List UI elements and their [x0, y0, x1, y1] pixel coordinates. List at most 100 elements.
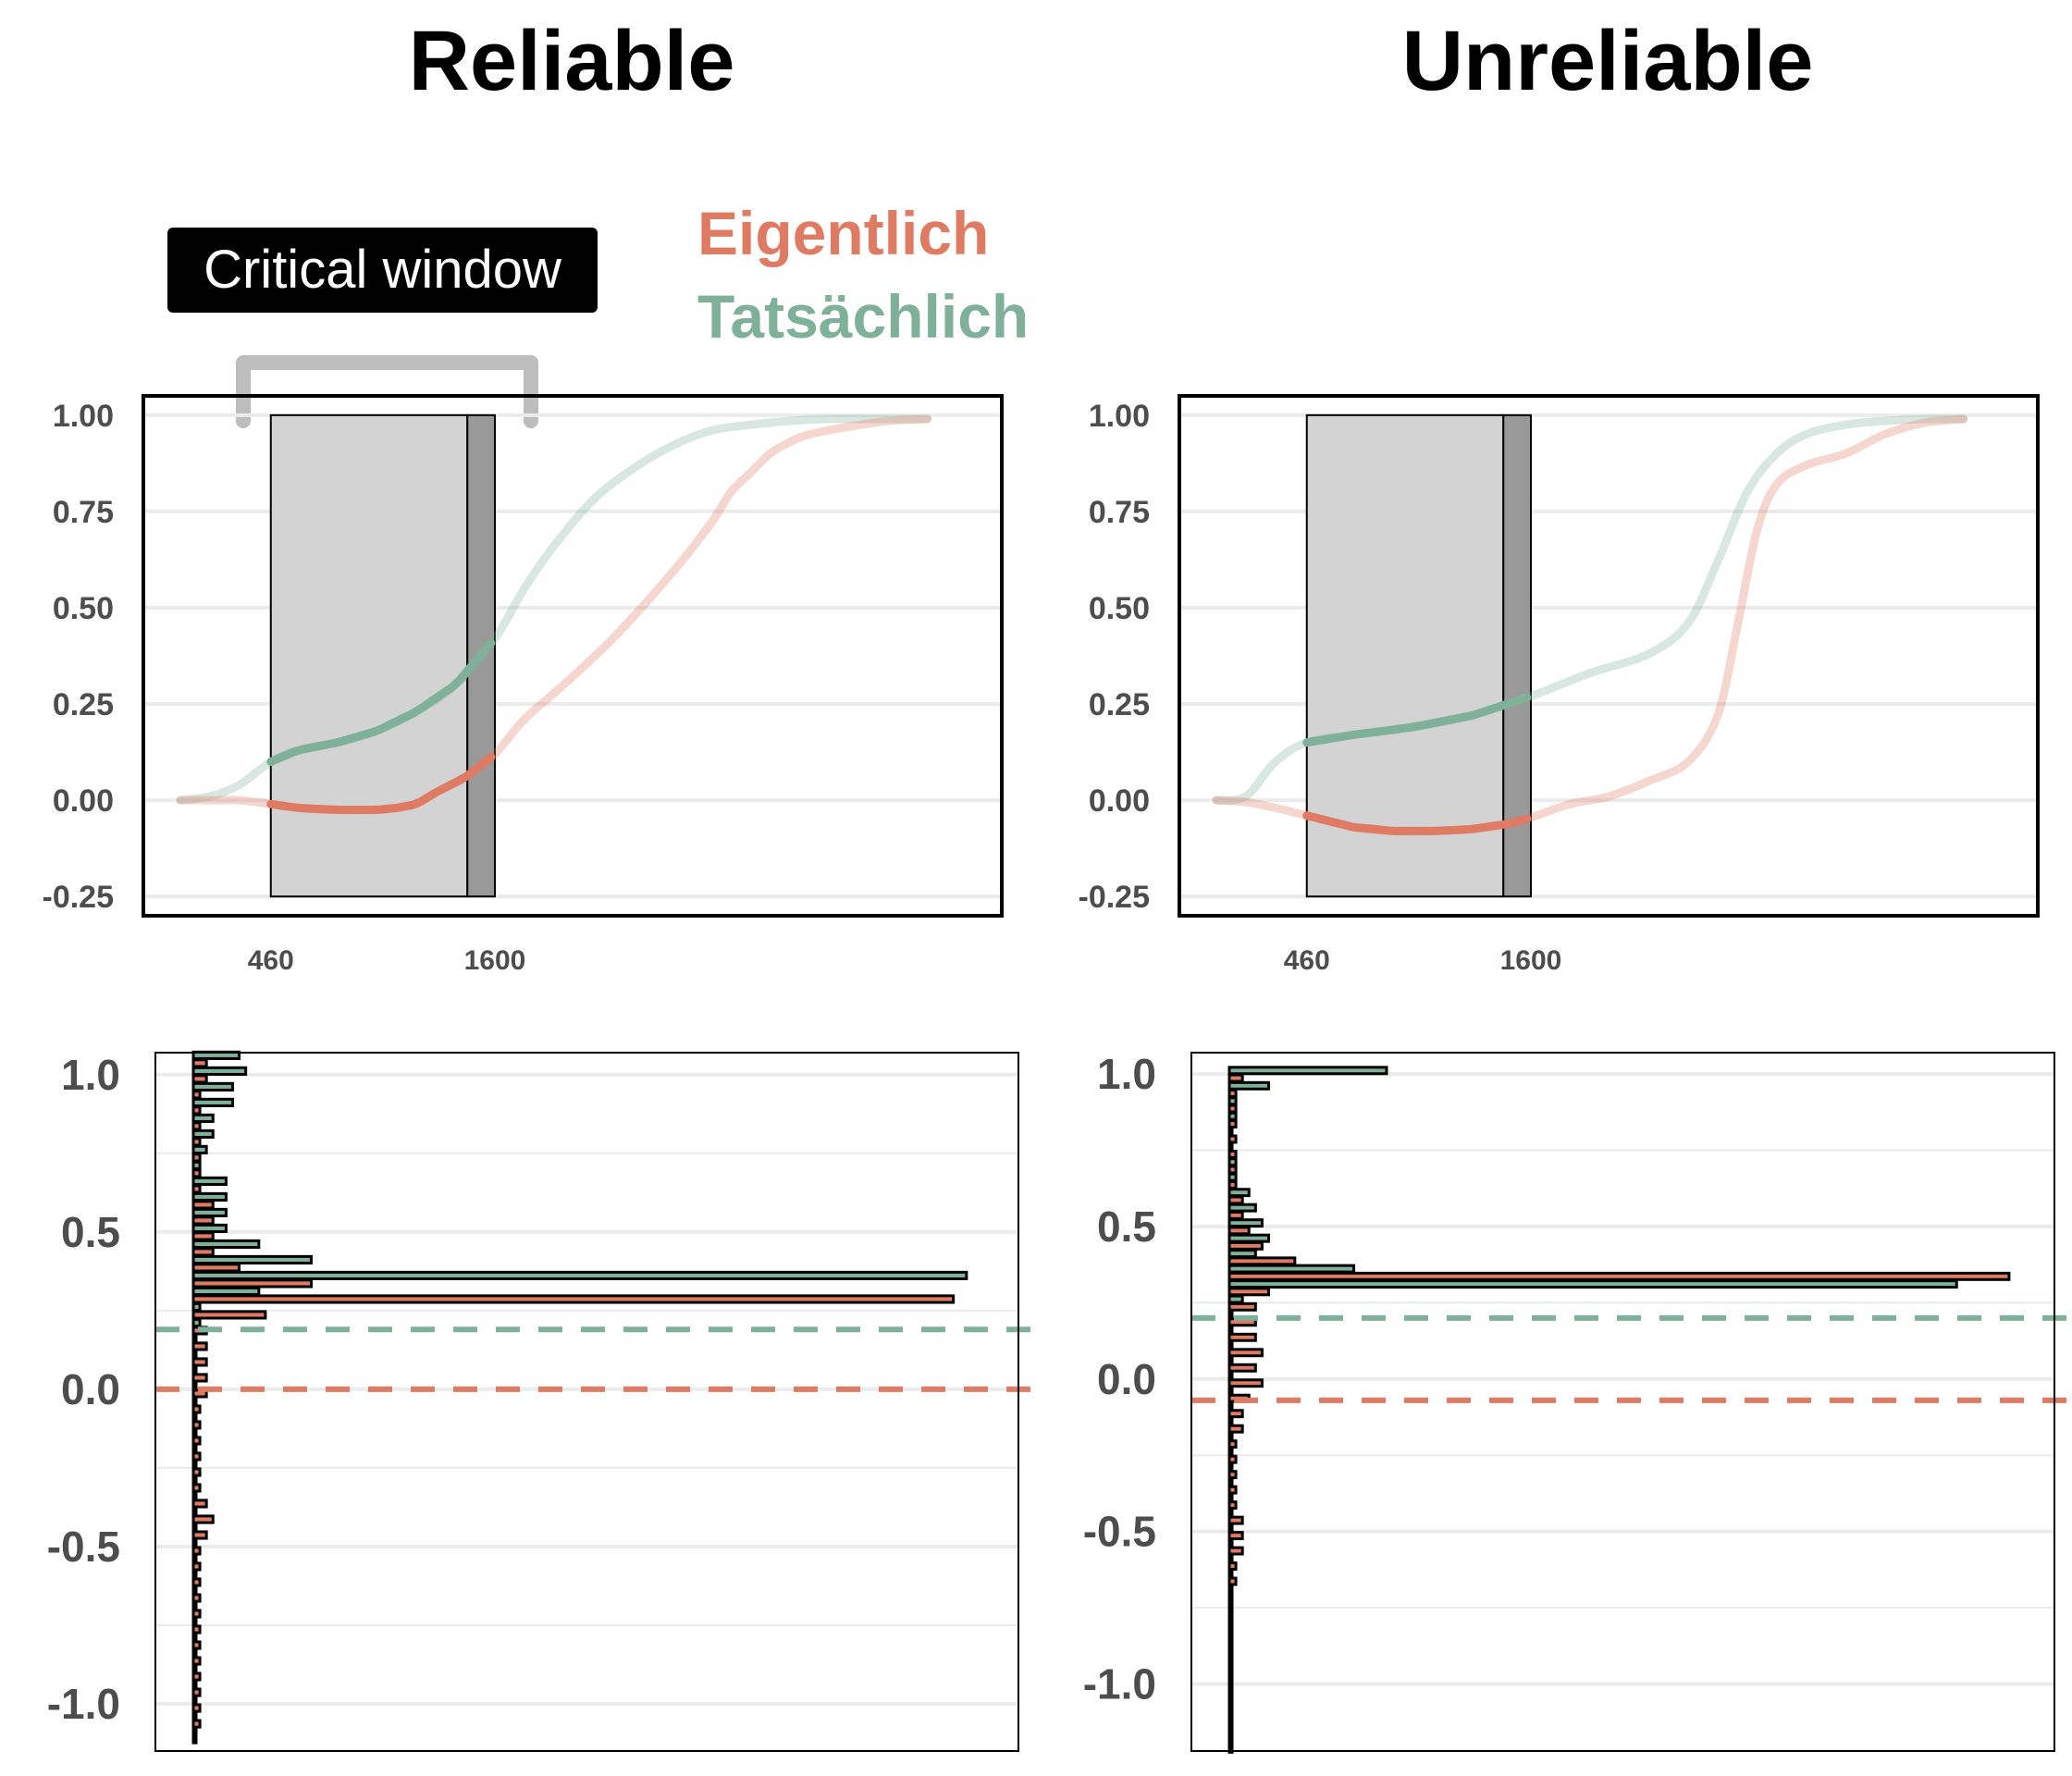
hist-bar-eigentlich [191, 1609, 202, 1619]
hist-bar-tatsachlich [191, 1333, 198, 1344]
y-tick-label: 0.75 [53, 495, 114, 530]
series-line-window-tatsachlich [1302, 693, 1532, 747]
hist-bar-tatsachlich [1227, 1492, 1234, 1502]
hist-bar-eigentlich [1227, 1698, 1234, 1708]
line-panel-unreliable: -0.25 0.00 0.25 0.50 0.75 1.00 460 1600 [1079, 394, 2040, 976]
hist-bar-tatsachlich [1227, 1066, 1388, 1076]
hist-bar-tatsachlich [191, 1427, 198, 1438]
hist-bar-eigentlich [191, 1483, 202, 1493]
hist-bar-tatsachlich [1227, 1127, 1234, 1137]
y-tick-label: 1.00 [53, 399, 114, 434]
y-tick-label: -0.25 [43, 880, 115, 915]
hist-bar-eigentlich [1227, 1668, 1234, 1678]
y-tick-label: 0.00 [53, 783, 114, 819]
hist-bar-eigentlich [191, 1561, 202, 1572]
hist-bar-tatsachlich [1227, 1614, 1234, 1624]
hist-bar-tatsachlich [1227, 1691, 1234, 1701]
hist-bar-tatsachlich [1227, 1721, 1234, 1732]
hist-bar-tatsachlich [191, 1663, 198, 1674]
hist-bar-eigentlich [191, 1137, 202, 1147]
title-unreliable: Unreliable [1401, 14, 1814, 108]
hist-bar-eigentlich [1227, 1271, 2011, 1281]
hist-bar-eigentlich [191, 1671, 202, 1682]
hist-bar-eigentlich [191, 1153, 202, 1163]
series-line-window-eigentlich [266, 753, 496, 815]
hist-bar-tatsachlich [1227, 1569, 1234, 1579]
hist-bar-tatsachlich [191, 1239, 261, 1249]
hist-bar-tatsachlich [1227, 1706, 1234, 1716]
hist-bar-tatsachlich [191, 1113, 215, 1123]
hist-bar-tatsachlich [191, 1569, 198, 1580]
hist-bar-tatsachlich [1227, 1401, 1234, 1411]
hist-bar-tatsachlich [191, 1286, 261, 1297]
hist-bar-tatsachlich [1227, 1508, 1234, 1518]
hist-bar-tatsachlich [191, 1254, 313, 1265]
panel-border [154, 1052, 1019, 1752]
hist-bar-eigentlich [191, 1184, 202, 1194]
hist-bar-tatsachlich [1227, 1111, 1238, 1121]
hist-bar-eigentlich [1227, 1470, 1238, 1480]
hist-bar-tatsachlich [1227, 1264, 1356, 1274]
hist-bar-eigentlich [1227, 1134, 1238, 1144]
hist-bar-eigentlich [1227, 1104, 1238, 1114]
hist-bar-tatsachlich [191, 1632, 198, 1643]
hist-bar-tatsachlich [1227, 1538, 1234, 1548]
hist-bar-eigentlich [191, 1058, 208, 1068]
hist-bar-tatsachlich [1227, 1080, 1270, 1091]
hist-bar-tatsachlich [1227, 1325, 1234, 1335]
hist-bar-tatsachlich [1227, 1218, 1264, 1228]
panel-border [1178, 394, 2040, 918]
hist-bar-eigentlich [191, 1263, 241, 1273]
hist-bar-tatsachlich [191, 1443, 198, 1454]
hist-bar-eigentlich [191, 1310, 267, 1320]
critical-window-bracket [236, 355, 538, 428]
hist-bar-tatsachlich [1227, 1630, 1234, 1640]
hist-bar-tatsachlich [191, 1600, 198, 1611]
hist-bar-eigentlich [1227, 1546, 1244, 1556]
hist-bar-tatsachlich [191, 1459, 198, 1470]
hist-bar-eigentlich [1227, 1165, 1238, 1175]
hist-bar-eigentlich [1227, 1607, 1234, 1617]
series-line-window-eigentlich [1302, 811, 1532, 835]
y-tick-label: 0.5 [1097, 1202, 1156, 1251]
hist-bar-tatsachlich [1227, 1447, 1234, 1457]
hist-bar-eigentlich [191, 1341, 208, 1351]
x-tick-label: 460 [1284, 945, 1330, 976]
hist-bar-tatsachlich [191, 1522, 198, 1533]
hist-bar-eigentlich [1227, 1073, 1244, 1083]
hist-bar-eigentlich [191, 1624, 202, 1634]
hist-bar-tatsachlich [191, 1191, 228, 1202]
hist-bar-tatsachlich [1227, 1096, 1238, 1106]
hist-bar-tatsachlich [191, 1301, 202, 1313]
y-tick-label: -0.5 [47, 1523, 120, 1571]
hist-bar-eigentlich [191, 1231, 215, 1241]
hist-bar-tatsachlich [191, 1695, 198, 1706]
hist-bar-tatsachlich [191, 1474, 198, 1486]
hist-bar-eigentlich [191, 1577, 202, 1587]
hist-bar-eigentlich [1227, 1409, 1244, 1419]
hist-bar-eigentlich [191, 1278, 313, 1289]
hist-bar-eigentlich [191, 1546, 202, 1556]
hist-bar-tatsachlich [191, 1679, 198, 1690]
hist-bar-tatsachlich [191, 1616, 198, 1627]
x-tick-label: 1600 [1500, 945, 1562, 976]
hist-bar-eigentlich [191, 1593, 202, 1603]
y-tick-label: 0.50 [1089, 591, 1150, 626]
hist-bar-tatsachlich [1227, 1355, 1234, 1365]
hist-bar-eigentlich [1227, 1637, 1234, 1647]
hist-bar-eigentlich [191, 1105, 202, 1116]
hist-bar-eigentlich [191, 1514, 215, 1524]
y-tick-label: 0.0 [1097, 1355, 1156, 1403]
hist-bar-eigentlich [1227, 1424, 1244, 1434]
hist-bar-eigentlich [1227, 1454, 1238, 1464]
hist-bar-eigentlich [1227, 1531, 1244, 1541]
hist-bar-eigentlich [191, 1200, 215, 1210]
hist-bar-eigentlich [1227, 1195, 1244, 1205]
hist-bar-eigentlich [191, 1404, 202, 1414]
line-panel-reliable: -0.25 0.00 0.25 0.50 0.75 1.00 460 1600 [43, 394, 1004, 976]
hist-bar-eigentlich [191, 1121, 202, 1131]
hist-bar-eigentlich [191, 1687, 202, 1697]
hist-bar-eigentlich [191, 1467, 202, 1477]
critical-window-rect [269, 413, 469, 898]
